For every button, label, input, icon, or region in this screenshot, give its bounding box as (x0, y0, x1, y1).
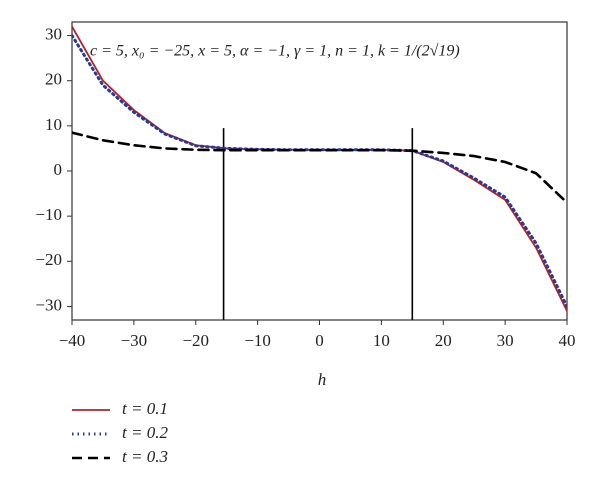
plot-area (72, 25, 567, 320)
y-tick-label: 30 (45, 24, 62, 43)
x-tick-label: −30 (121, 331, 148, 350)
x-tick-label: 0 (315, 331, 324, 350)
x-tick-label: −20 (182, 331, 209, 350)
x-tick-label: 20 (435, 331, 452, 350)
legend-label: t = 0.2 (122, 423, 168, 442)
y-tick-label: 20 (45, 70, 62, 89)
series-line (72, 25, 567, 312)
y-tick-label: 0 (54, 160, 63, 179)
legend-label: t = 0.1 (122, 399, 168, 418)
series-line (72, 34, 567, 308)
series-line (72, 131, 567, 204)
y-tick-label: −20 (35, 250, 62, 269)
x-tick-label: 40 (559, 331, 576, 350)
y-tick-label: −10 (35, 205, 62, 224)
x-tick-label: 30 (497, 331, 514, 350)
x-tick-label: 10 (373, 331, 390, 350)
legend-label: t = 0.3 (122, 447, 168, 466)
y-tick-label: 10 (45, 115, 62, 134)
x-tick-label: −40 (59, 331, 86, 350)
plot-frame (71, 21, 568, 321)
y-tick-label: −30 (35, 295, 62, 314)
x-axis-label: h (318, 370, 327, 389)
x-tick-label: −10 (244, 331, 271, 350)
annotation: c = 5, x₀ = −25, x = 5, α = −1, γ = 1, n… (90, 43, 460, 60)
